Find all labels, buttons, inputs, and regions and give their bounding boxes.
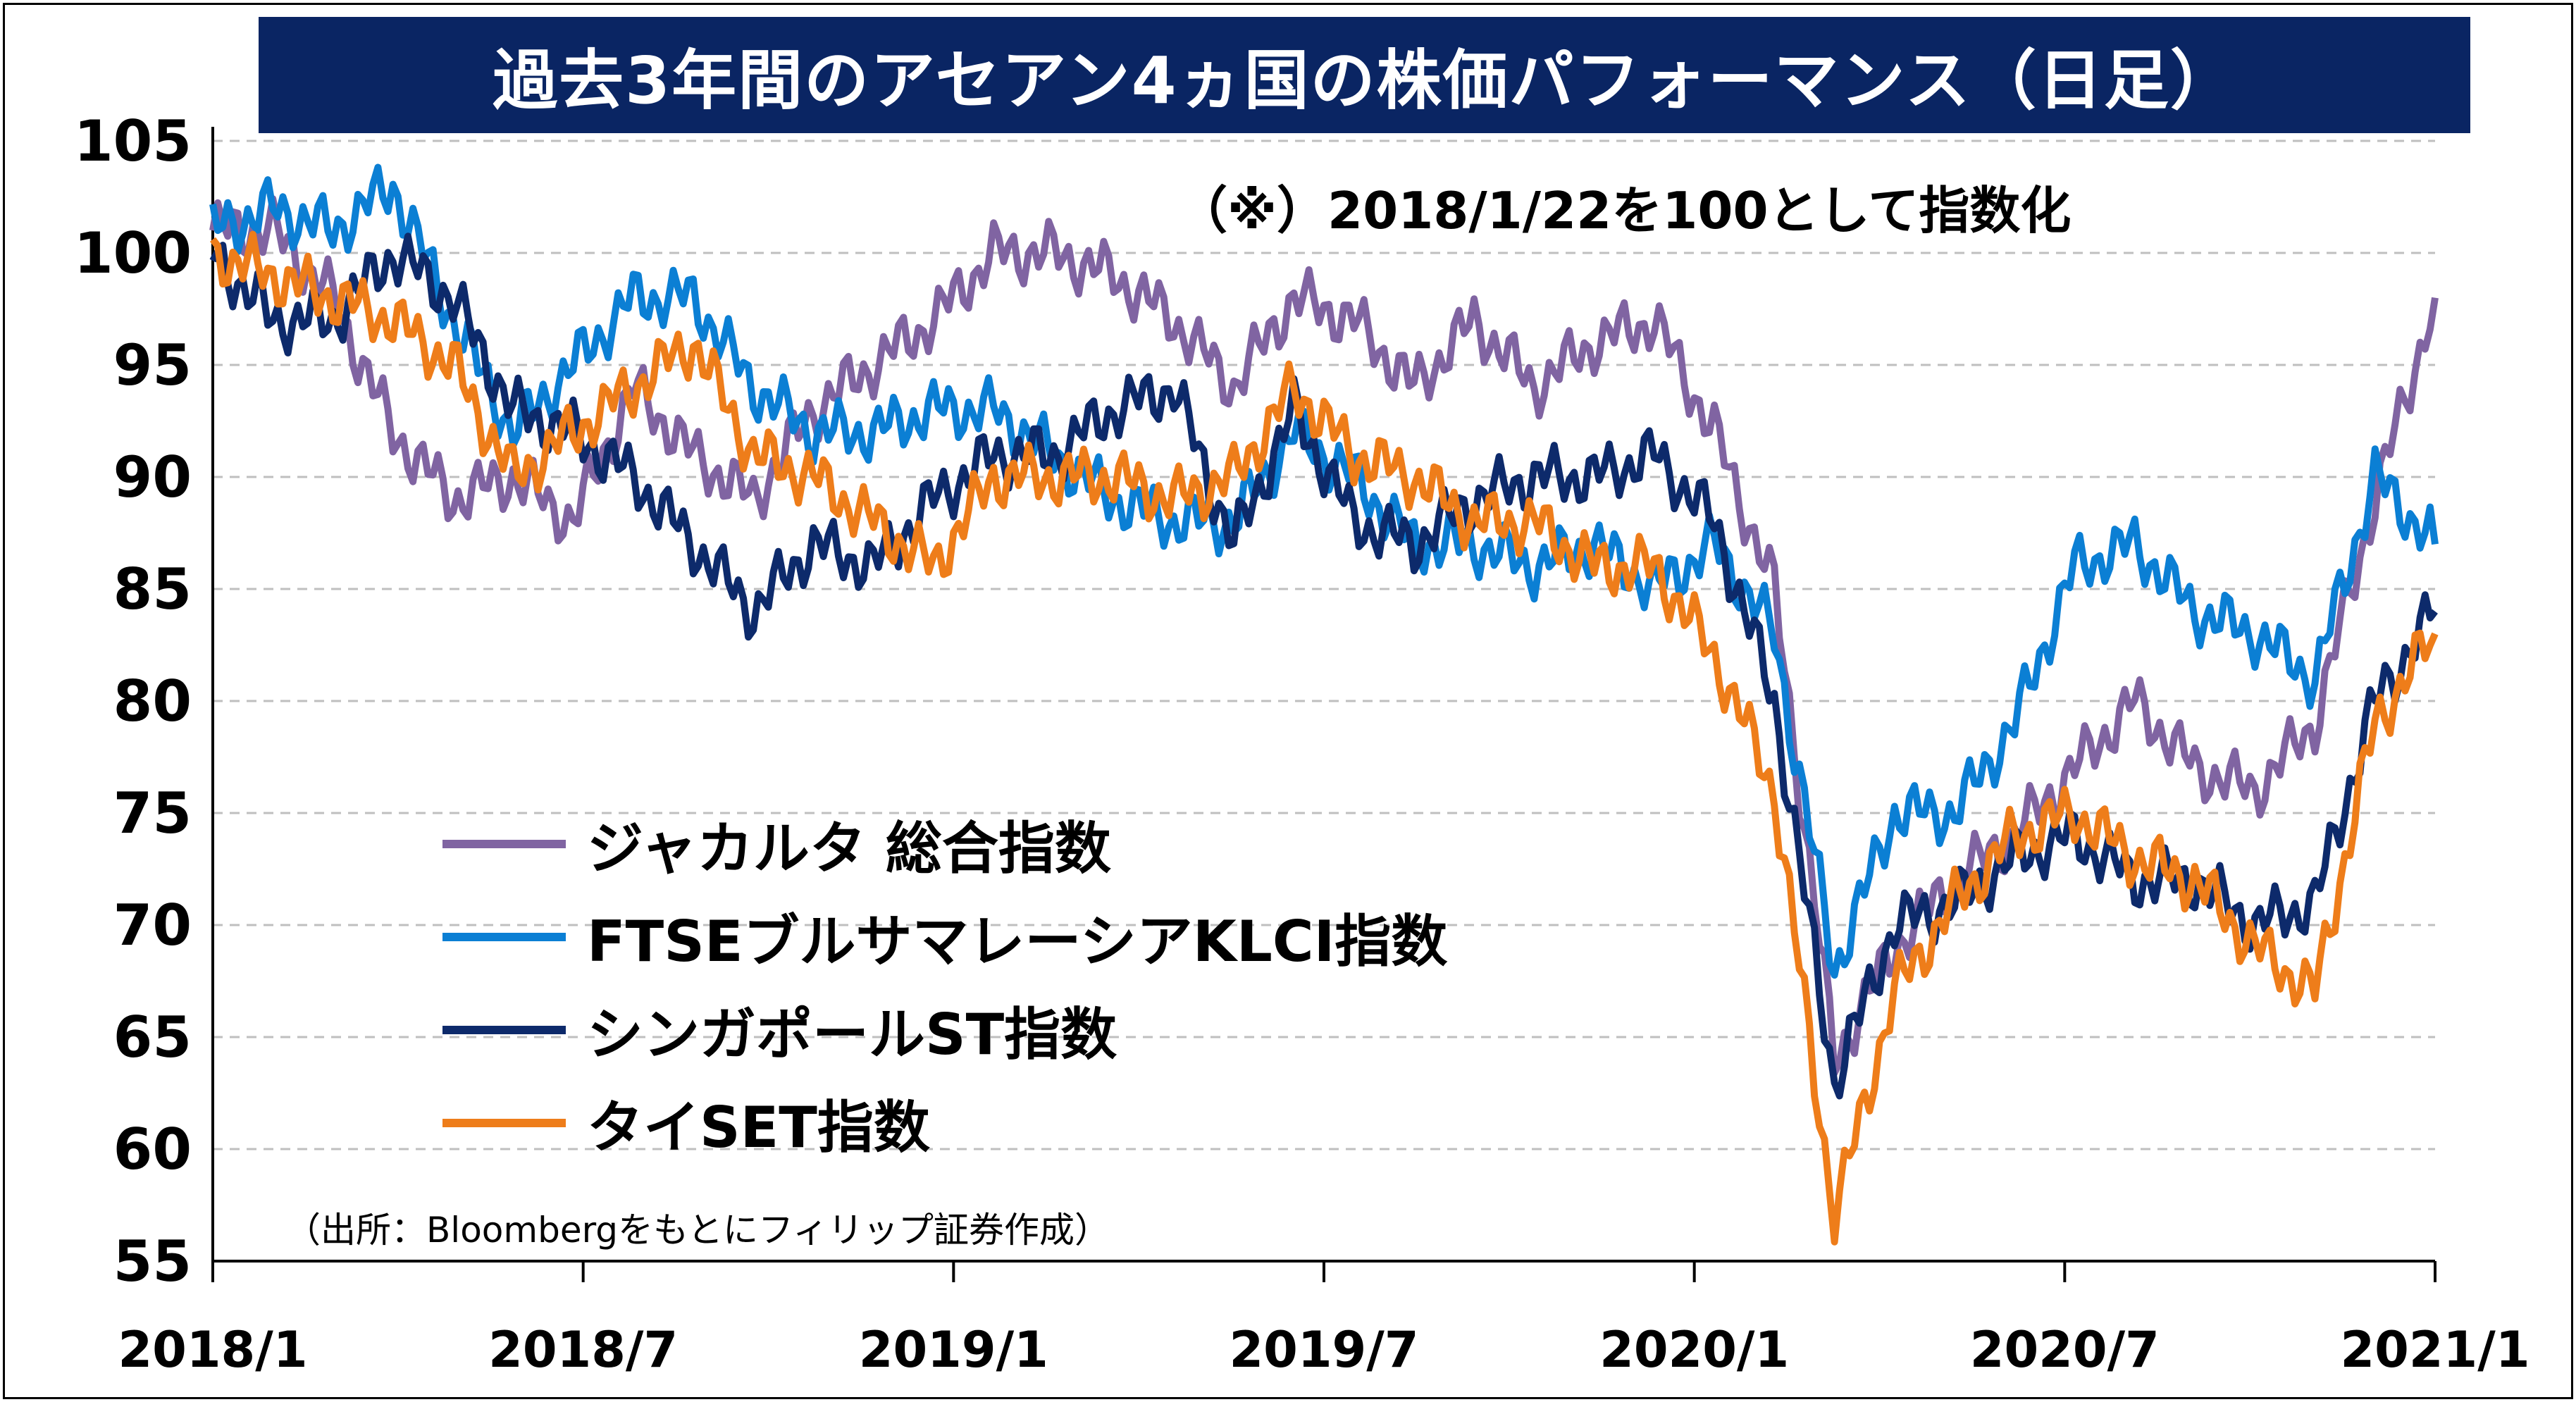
- legend-item-sti: シンガポールST指数: [442, 989, 1117, 1071]
- y-tick-labels: 105 100 95 90 85 80 75 70 65 60 55: [74, 108, 192, 1294]
- x-tick-label: 2019/1: [859, 1321, 1048, 1379]
- series-line-0: [209, 195, 2439, 1077]
- x-tick-label: 2018/1: [118, 1321, 307, 1379]
- y-tick-label: 55: [113, 1229, 192, 1294]
- y-tick-label: 105: [74, 108, 192, 174]
- gridlines: [213, 139, 2435, 1150]
- x-tick-label: 2020/1: [1599, 1321, 1789, 1379]
- x-tick-label: 2021/1: [2340, 1321, 2529, 1379]
- y-tick-label: 80: [113, 669, 192, 734]
- y-tick-label: 60: [113, 1117, 192, 1182]
- x-tick-label: 2020/7: [1970, 1321, 2160, 1379]
- legend-label-jakarta: ジャカルタ 総合指数: [587, 816, 1111, 881]
- y-tick-label: 95: [113, 333, 192, 398]
- legend-label-sti: シンガポールST指数: [587, 1002, 1117, 1067]
- source-note: （出所：Bloombergをもとにフィリップ証券作成）: [285, 1210, 1110, 1251]
- y-tick-label: 70: [113, 893, 192, 958]
- legend-swatch-sti: [442, 1026, 566, 1034]
- legend-item-klci: FTSEブルサマレーシアKLCI指数: [442, 896, 1447, 978]
- legend-item-jakarta: ジャカルタ 総合指数: [442, 803, 1111, 885]
- title-banner: 過去3年間のアセアン4ヵ国の株価パフォーマンス（日足）: [259, 17, 2470, 133]
- index-note: （※）2018/1/22を100として指数化: [1177, 181, 2072, 240]
- axes: [211, 127, 2436, 1282]
- series-line-3: [210, 230, 2439, 1246]
- series-line-1: [209, 163, 2439, 979]
- legend-swatch-set: [442, 1119, 566, 1127]
- y-tick-label: 85: [113, 557, 192, 622]
- series-lines: [209, 163, 2439, 1246]
- y-tick-label: 90: [113, 445, 192, 510]
- chart-title: 過去3年間のアセアン4ヵ国の株価パフォーマンス（日足）: [493, 43, 2236, 118]
- legend-label-klci: FTSEブルサマレーシアKLCI指数: [587, 909, 1448, 974]
- y-tick-label: 65: [113, 1005, 192, 1070]
- x-tick-labels: 2018/1 2018/7 2019/1 2019/7 2020/1 2020/7 2021…: [118, 1321, 2529, 1379]
- legend-label-set: タイSET指数: [587, 1095, 930, 1160]
- y-tick-label: 100: [74, 221, 192, 286]
- x-tick-label: 2018/7: [488, 1321, 678, 1379]
- legend-swatch-klci: [442, 933, 566, 941]
- legend-item-set: タイSET指数: [442, 1082, 930, 1164]
- legend-swatch-jakarta: [442, 840, 566, 848]
- series-line-2: [209, 232, 2438, 1100]
- y-tick-label: 75: [113, 781, 192, 846]
- x-tick-label: 2019/7: [1229, 1321, 1418, 1379]
